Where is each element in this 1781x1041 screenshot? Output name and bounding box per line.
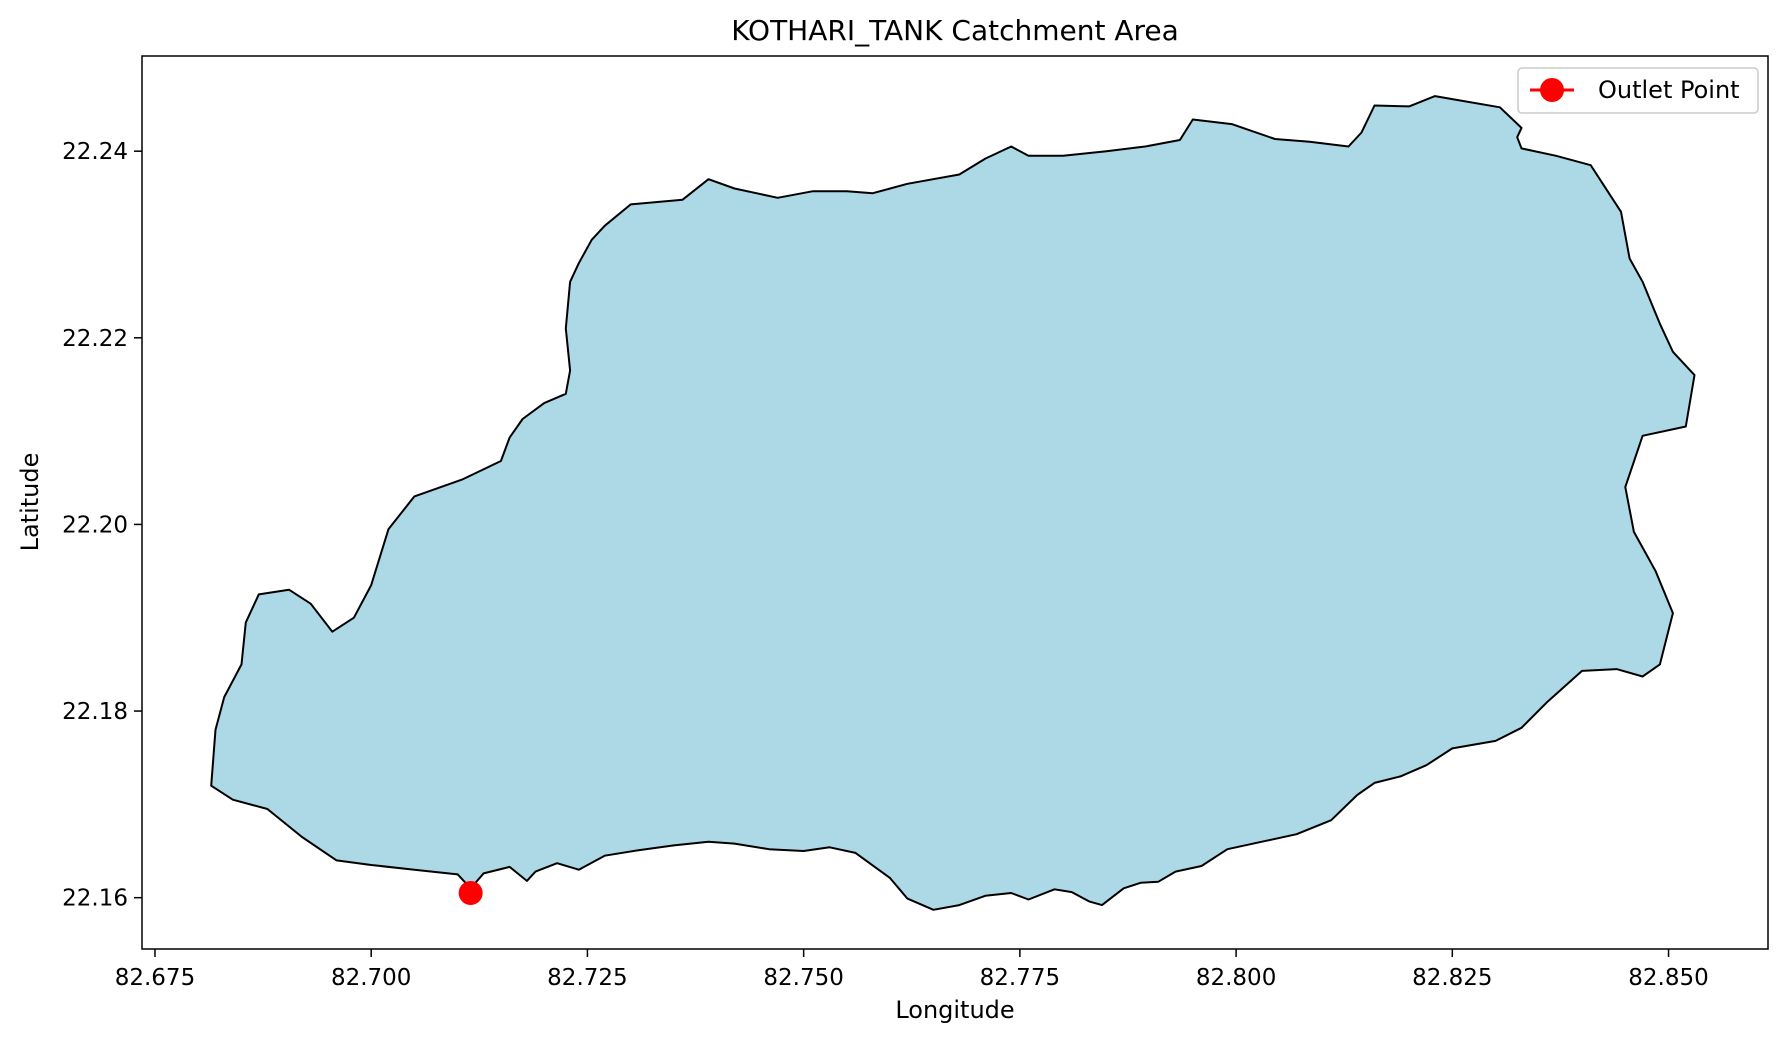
x-axis-label: Longitude (895, 996, 1014, 1024)
x-tick-label-3: 82.750 (763, 965, 843, 991)
y-tick-label-4: 22.24 (62, 139, 128, 165)
catchment-polygon (210, 95, 1696, 911)
y-tick-label-1: 22.18 (62, 699, 128, 725)
plot-frame (141, 55, 1769, 950)
x-tick-label-2: 82.725 (547, 965, 627, 991)
y-axis-label: Latitude (16, 453, 44, 552)
plot-layer (210, 95, 1696, 911)
y-tick-label-2: 22.20 (62, 512, 128, 538)
x-tick-label-1: 82.700 (331, 965, 411, 991)
x-tick-label-6: 82.825 (1412, 965, 1492, 991)
x-tick-label-4: 82.775 (980, 965, 1060, 991)
legend-marker (1540, 78, 1564, 102)
legend: Outlet Point (1517, 67, 1759, 114)
outlet-point (458, 881, 483, 906)
x-tick-label-5: 82.800 (1196, 965, 1276, 991)
legend-label: Outlet Point (1598, 76, 1740, 104)
y-tick-label-0: 22.16 (62, 886, 128, 912)
chart-title: KOTHARI_TANK Catchment Area (731, 14, 1179, 47)
x-tick-label-0: 82.675 (115, 965, 195, 991)
ticks-layer: 82.675 82.700 82.725 82.750 82.775 82.800 82.8… (62, 139, 1709, 991)
x-tick-label-7: 82.850 (1628, 965, 1708, 991)
legend-box (1517, 67, 1759, 114)
y-tick-label-3: 22.22 (62, 326, 128, 352)
